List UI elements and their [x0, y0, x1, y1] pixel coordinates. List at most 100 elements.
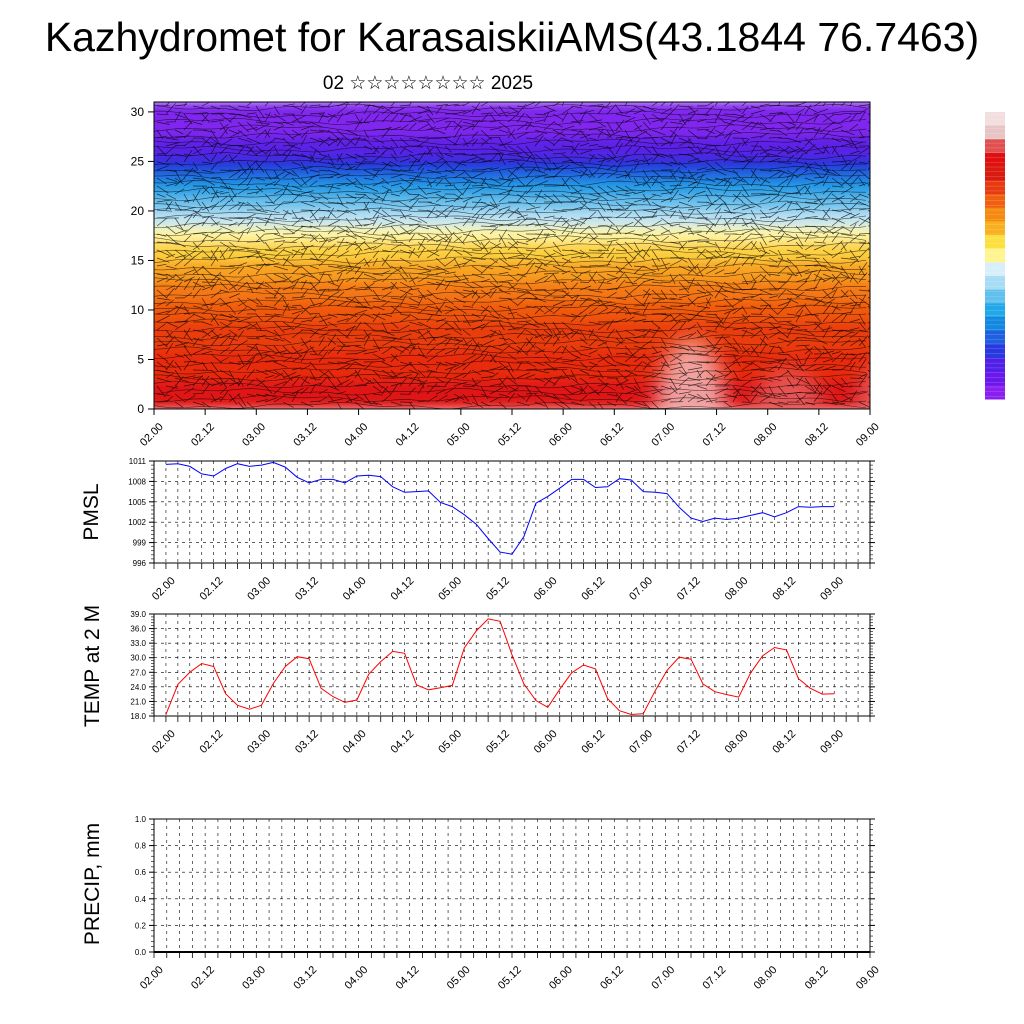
wind-vector [552, 185, 566, 187]
wind-vector [345, 217, 355, 228]
wind-vector [543, 121, 555, 131]
wind-vector [381, 217, 394, 224]
wind-vector [507, 327, 519, 331]
wind-vector [471, 295, 481, 307]
wind-vector [183, 130, 192, 139]
wind-vector [570, 311, 582, 323]
wind-vector [786, 137, 802, 143]
wind-vector [759, 233, 767, 246]
wind-vector [246, 287, 262, 291]
wind-vector [534, 229, 544, 243]
wind-vector [507, 177, 514, 187]
wind-vector [255, 354, 269, 363]
wind-vector [750, 305, 762, 311]
wind-vector [543, 368, 558, 371]
wind-vector [498, 375, 509, 387]
wind-vector [543, 393, 558, 400]
wind-vector [579, 109, 588, 123]
cross-section-x-tick-label: 02.12 [189, 421, 217, 449]
wind-vector [561, 193, 573, 202]
wind-vector [318, 369, 332, 379]
wind-vector [318, 238, 328, 251]
wind-vector [588, 329, 600, 339]
wind-vector [561, 345, 568, 355]
wind-vector [264, 181, 277, 187]
wind-vector [327, 291, 340, 299]
isoline [154, 387, 867, 396]
wind-vector [867, 145, 870, 149]
wind-vector [255, 305, 267, 307]
wind-vector [561, 232, 570, 243]
wind-vector [156, 343, 168, 347]
wind-vector [579, 249, 591, 257]
wind-vector [624, 146, 633, 155]
wind-vector [660, 263, 670, 267]
wind-vector [444, 336, 453, 347]
wind-vector [237, 247, 250, 251]
wind-vector [372, 250, 379, 259]
wind-vector [633, 159, 645, 163]
wind-vector [777, 112, 788, 115]
wind-vector [768, 136, 782, 139]
wind-vector [246, 146, 255, 155]
wind-vector [489, 209, 502, 219]
wind-vector [291, 113, 302, 125]
wind-vector [183, 150, 193, 163]
wind-vector [264, 360, 278, 363]
wind-vector [282, 284, 297, 291]
wind-vector [696, 160, 709, 163]
wind-vector [345, 314, 357, 323]
wind-vector [732, 389, 740, 403]
wind-vector [174, 249, 186, 258]
wind-vector [651, 201, 662, 208]
wind-vector [561, 208, 572, 211]
wind-vector [516, 123, 528, 131]
wind-vector [255, 281, 264, 291]
wind-vector [768, 365, 778, 371]
wind-vector [822, 384, 832, 395]
wind-vector [588, 401, 597, 409]
wind-vector [183, 292, 193, 299]
wind-vector [849, 194, 861, 203]
wind-vector [354, 393, 364, 401]
wind-vector [282, 121, 294, 126]
wind-vector [399, 273, 407, 282]
wind-vector [723, 253, 736, 259]
wind-vector [408, 297, 421, 304]
wind-vector [633, 197, 649, 203]
wind-vector [660, 377, 672, 381]
wind-vector [408, 387, 416, 395]
wind-vector [750, 241, 761, 253]
wind-vector [786, 289, 800, 298]
wind-vector [705, 217, 716, 227]
wind-vector [201, 350, 213, 355]
wind-vector [696, 145, 708, 155]
wind-vector [813, 313, 822, 322]
wind-vector [579, 270, 591, 275]
wind-vector [687, 208, 695, 219]
wind-vector [750, 217, 761, 231]
wind-vector [156, 301, 166, 307]
wind-vector [273, 179, 281, 187]
wind-vector [417, 123, 429, 131]
wind-vector [453, 193, 463, 203]
wind-vector [687, 172, 699, 179]
wind-vector [804, 137, 815, 147]
wind-vector [300, 104, 308, 115]
wind-vector [156, 165, 168, 171]
wind-vector [624, 185, 633, 192]
wind-vector [786, 148, 801, 155]
wind-vector [705, 193, 713, 205]
wind-vector [318, 169, 329, 172]
wind-vector [669, 233, 679, 240]
wind-vector [156, 177, 167, 185]
wind-vector [336, 225, 350, 234]
wind-vector [831, 304, 839, 315]
wind-vector [309, 129, 324, 133]
wind-vector [165, 103, 176, 115]
wind-vector [426, 233, 436, 242]
wind-vector [651, 249, 660, 262]
wind-vector [570, 222, 579, 235]
wind-vector [345, 297, 360, 304]
wind-vector [246, 369, 255, 379]
